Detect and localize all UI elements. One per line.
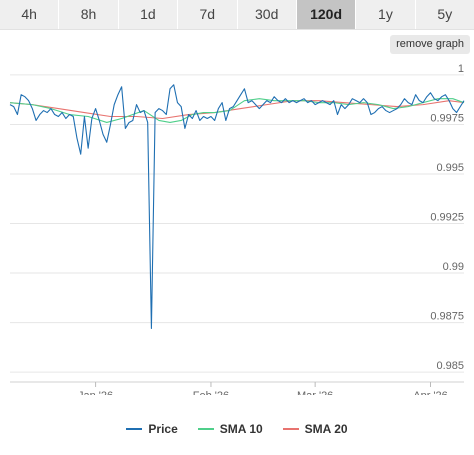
legend-label-sma-10: SMA 10 [219,422,263,436]
legend-swatch-sma-10 [197,428,214,430]
x-tick-label: Apr '26 [413,390,448,395]
legend-swatch-price [126,428,143,430]
tab-120d[interactable]: 120d [296,0,357,29]
chart-legend: Price SMA 10 SMA 20 [0,420,474,438]
tab-1y[interactable]: 1y [356,0,416,29]
x-tick-label: Jan '26 [78,390,113,395]
legend-item-sma-10[interactable]: SMA 10 [197,420,263,438]
y-tick-label: 0.9975 [430,112,464,124]
tab-4h[interactable]: 4h [0,0,60,29]
sma-10-line [9,98,465,124]
tab-1d[interactable]: 1d [118,0,179,29]
tab-8h[interactable]: 8h [59,0,119,29]
x-tick-label: Feb '26 [193,390,229,395]
legend-item-price[interactable]: Price [126,420,178,438]
timeframe-tabs: 4h 8h 1d 7d 30d 120d 1y 5y [0,0,474,30]
y-tick-label: 0.985 [436,360,464,372]
y-tick-label: 0.995 [436,162,464,174]
legend-label-sma-20: SMA 20 [304,422,348,436]
y-tick-label: 1 [458,63,464,75]
y-tick-label: 0.9925 [430,212,464,224]
tab-30d[interactable]: 30d [237,0,297,29]
sma-20-line [9,100,465,120]
x-tick-label: Mar '26 [297,390,333,395]
tab-7d[interactable]: 7d [178,0,238,29]
y-tick-label: 0.9875 [430,311,464,323]
remove-graph-button[interactable]: remove graph [390,35,470,54]
price-chart: 1 0.9975 0.995 0.9925 0.99 0.9875 0.985 Jan '26… [9,63,465,395]
y-tick-label: 0.99 [443,261,464,273]
tab-5y[interactable]: 5y [415,0,474,29]
price-line [9,84,465,330]
legend-swatch-sma-20 [282,428,299,430]
legend-item-sma-20[interactable]: SMA 20 [282,420,348,438]
legend-label-price: Price [148,422,178,436]
